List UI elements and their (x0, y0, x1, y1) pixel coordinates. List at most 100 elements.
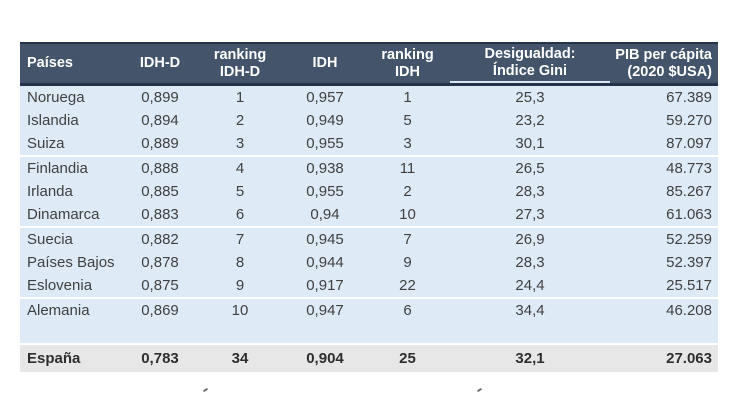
table-row: Alemania 0,869 10 0,947 6 34,4 46.208 (20, 299, 718, 322)
cell-pib: 25.517 (666, 277, 712, 294)
table-row: Dinamarca 0,883 6 0,94 10 27,3 61.063 (20, 203, 718, 228)
header-pib: PIB per cápita (2020 $USA) (615, 46, 712, 80)
cell-rank_idh: 9 (403, 254, 412, 271)
cell-pib: 59.270 (666, 112, 712, 129)
table-row: Finlandia 0,888 4 0,938 11 26,5 48.773 (20, 157, 718, 180)
cell-idhd: 0,869 (141, 302, 179, 319)
table-row: Irlanda 0,885 5 0,955 2 28,3 85.267 (20, 180, 718, 203)
cell-pib: 87.097 (666, 135, 712, 152)
cell-gini: 28,3 (515, 254, 545, 271)
cell-pais: Países Bajos (27, 254, 115, 271)
header-ranking-idhd: ranking IDH-D (213, 46, 267, 80)
cell-idhd: 0,783 (141, 350, 179, 367)
cell-idh: 0,957 (306, 89, 344, 106)
cell-pais: Suecia (27, 231, 73, 248)
cell-rank_idhd: 1 (235, 89, 245, 106)
cell-idh: 0,955 (306, 183, 344, 200)
empty-row (20, 322, 718, 343)
cell-pib: 61.063 (666, 206, 712, 223)
cell-rank_idh: 5 (403, 112, 412, 129)
cell-idh: 0,947 (306, 302, 344, 319)
table-row: Islandia 0,894 2 0,949 5 23,2 59.270 (20, 109, 718, 132)
cell-pais: Alemania (27, 302, 90, 319)
cropped-caption-mark (202, 387, 209, 393)
cell-pais: Finlandia (27, 160, 88, 177)
cropped-caption-mark (476, 387, 483, 393)
table-row: Suecia 0,882 7 0,945 7 26,9 52.259 (20, 228, 718, 251)
cell-rank-idhd: 34 (231, 350, 249, 367)
cell-pais: Irlanda (27, 183, 73, 200)
cell-rank_idhd: 5 (235, 183, 245, 200)
cell-gini: 32,1 (515, 350, 545, 367)
cell-pib: 85.267 (666, 183, 712, 200)
table-row: Noruega 0,899 1 0,957 1 25,3 67.389 (20, 86, 718, 109)
header-paises: Países (27, 55, 73, 72)
cell-idh: 0,94 (310, 206, 340, 223)
cell-idh: 0,949 (306, 112, 344, 129)
table-row: Eslovenia 0,875 9 0,917 22 24,4 25.517 (20, 274, 718, 299)
cell-idhd: 0,899 (141, 89, 179, 106)
cell-rank_idhd: 8 (235, 254, 245, 271)
cell-idh: 0,955 (306, 135, 344, 152)
cell-pais: Eslovenia (27, 277, 93, 294)
cell-pib: 27.063 (666, 350, 712, 367)
cell-rank_idhd: 7 (235, 231, 245, 248)
table-row-espana: España 0,783 34 0,904 25 32,1 27.063 (20, 343, 718, 372)
cell-pib: 67.389 (666, 89, 712, 106)
cell-idhd: 0,875 (141, 277, 179, 294)
cell-pib: 52.259 (666, 231, 712, 248)
header-gini: Desigualdad: Índice Gini (450, 44, 610, 83)
cell-gini: 28,3 (515, 183, 545, 200)
cell-idhd: 0,882 (141, 231, 179, 248)
cell-idhd: 0,883 (141, 206, 179, 223)
cell-gini: 27,3 (515, 206, 545, 223)
cell-pais: Dinamarca (27, 206, 100, 223)
cell-rank_idhd: 10 (231, 302, 249, 319)
cell-rank_idh: 22 (399, 277, 416, 294)
cell-rank_idh: 11 (399, 160, 416, 177)
cell-pib: 52.397 (666, 254, 712, 271)
table-row: Países Bajos 0,878 8 0,944 9 28,3 52.397 (20, 251, 718, 274)
cell-pib: 48.773 (666, 160, 712, 177)
cell-gini: 25,3 (515, 89, 545, 106)
table-row: Suiza 0,889 3 0,955 3 30,1 87.097 (20, 132, 718, 157)
cell-gini: 24,4 (515, 277, 545, 294)
cell-rank_idhd: 9 (235, 277, 245, 294)
cell-idhd: 0,888 (141, 160, 179, 177)
cell-gini: 34,4 (515, 302, 545, 319)
cell-gini: 23,2 (515, 112, 545, 129)
cell-pib: 46.208 (666, 302, 712, 319)
cell-idh: 0,917 (306, 277, 344, 294)
header-idhd: IDH-D (139, 55, 181, 72)
cell-rank_idhd: 6 (235, 206, 245, 223)
cell-idhd: 0,889 (141, 135, 179, 152)
cell-gini: 30,1 (515, 135, 545, 152)
header-idh: IDH (312, 55, 338, 72)
cell-idh: 0,944 (306, 254, 344, 271)
cell-rank_idh: 3 (403, 135, 412, 152)
cell-pais: Islandia (27, 112, 79, 129)
cell-idh: 0,938 (306, 160, 344, 177)
header-ranking-idh: ranking IDH (381, 46, 434, 80)
cell-idhd: 0,894 (141, 112, 179, 129)
cell-rank_idhd: 3 (235, 135, 245, 152)
cell-idh: 0,945 (306, 231, 344, 248)
cell-rank_idhd: 2 (235, 112, 245, 129)
cell-idhd: 0,878 (141, 254, 179, 271)
cell-pais: España (27, 350, 81, 367)
cell-idhd: 0,885 (141, 183, 179, 200)
cell-idh: 0,904 (306, 350, 344, 367)
cell-rank_idh: 7 (403, 231, 412, 248)
table-header-row: Países IDH-D ranking IDH-D IDH ranking I… (20, 42, 718, 86)
cell-gini: 26,5 (515, 160, 545, 177)
cell-gini: 26,9 (515, 231, 545, 248)
cell-rank_idh: 2 (403, 183, 412, 200)
cell-rank_idh: 10 (399, 206, 416, 223)
cell-rank_idhd: 4 (235, 160, 245, 177)
cell-rank_idh: 1 (403, 89, 412, 106)
cell-pais: Noruega (27, 89, 85, 106)
cell-rank_idh: 6 (403, 302, 412, 319)
idh-countries-table: Países IDH-D ranking IDH-D IDH ranking I… (20, 42, 718, 372)
cell-pais: Suiza (27, 135, 65, 152)
table-body: Noruega 0,899 1 0,957 1 25,3 67.389 Islandia 0,8… (20, 86, 718, 322)
